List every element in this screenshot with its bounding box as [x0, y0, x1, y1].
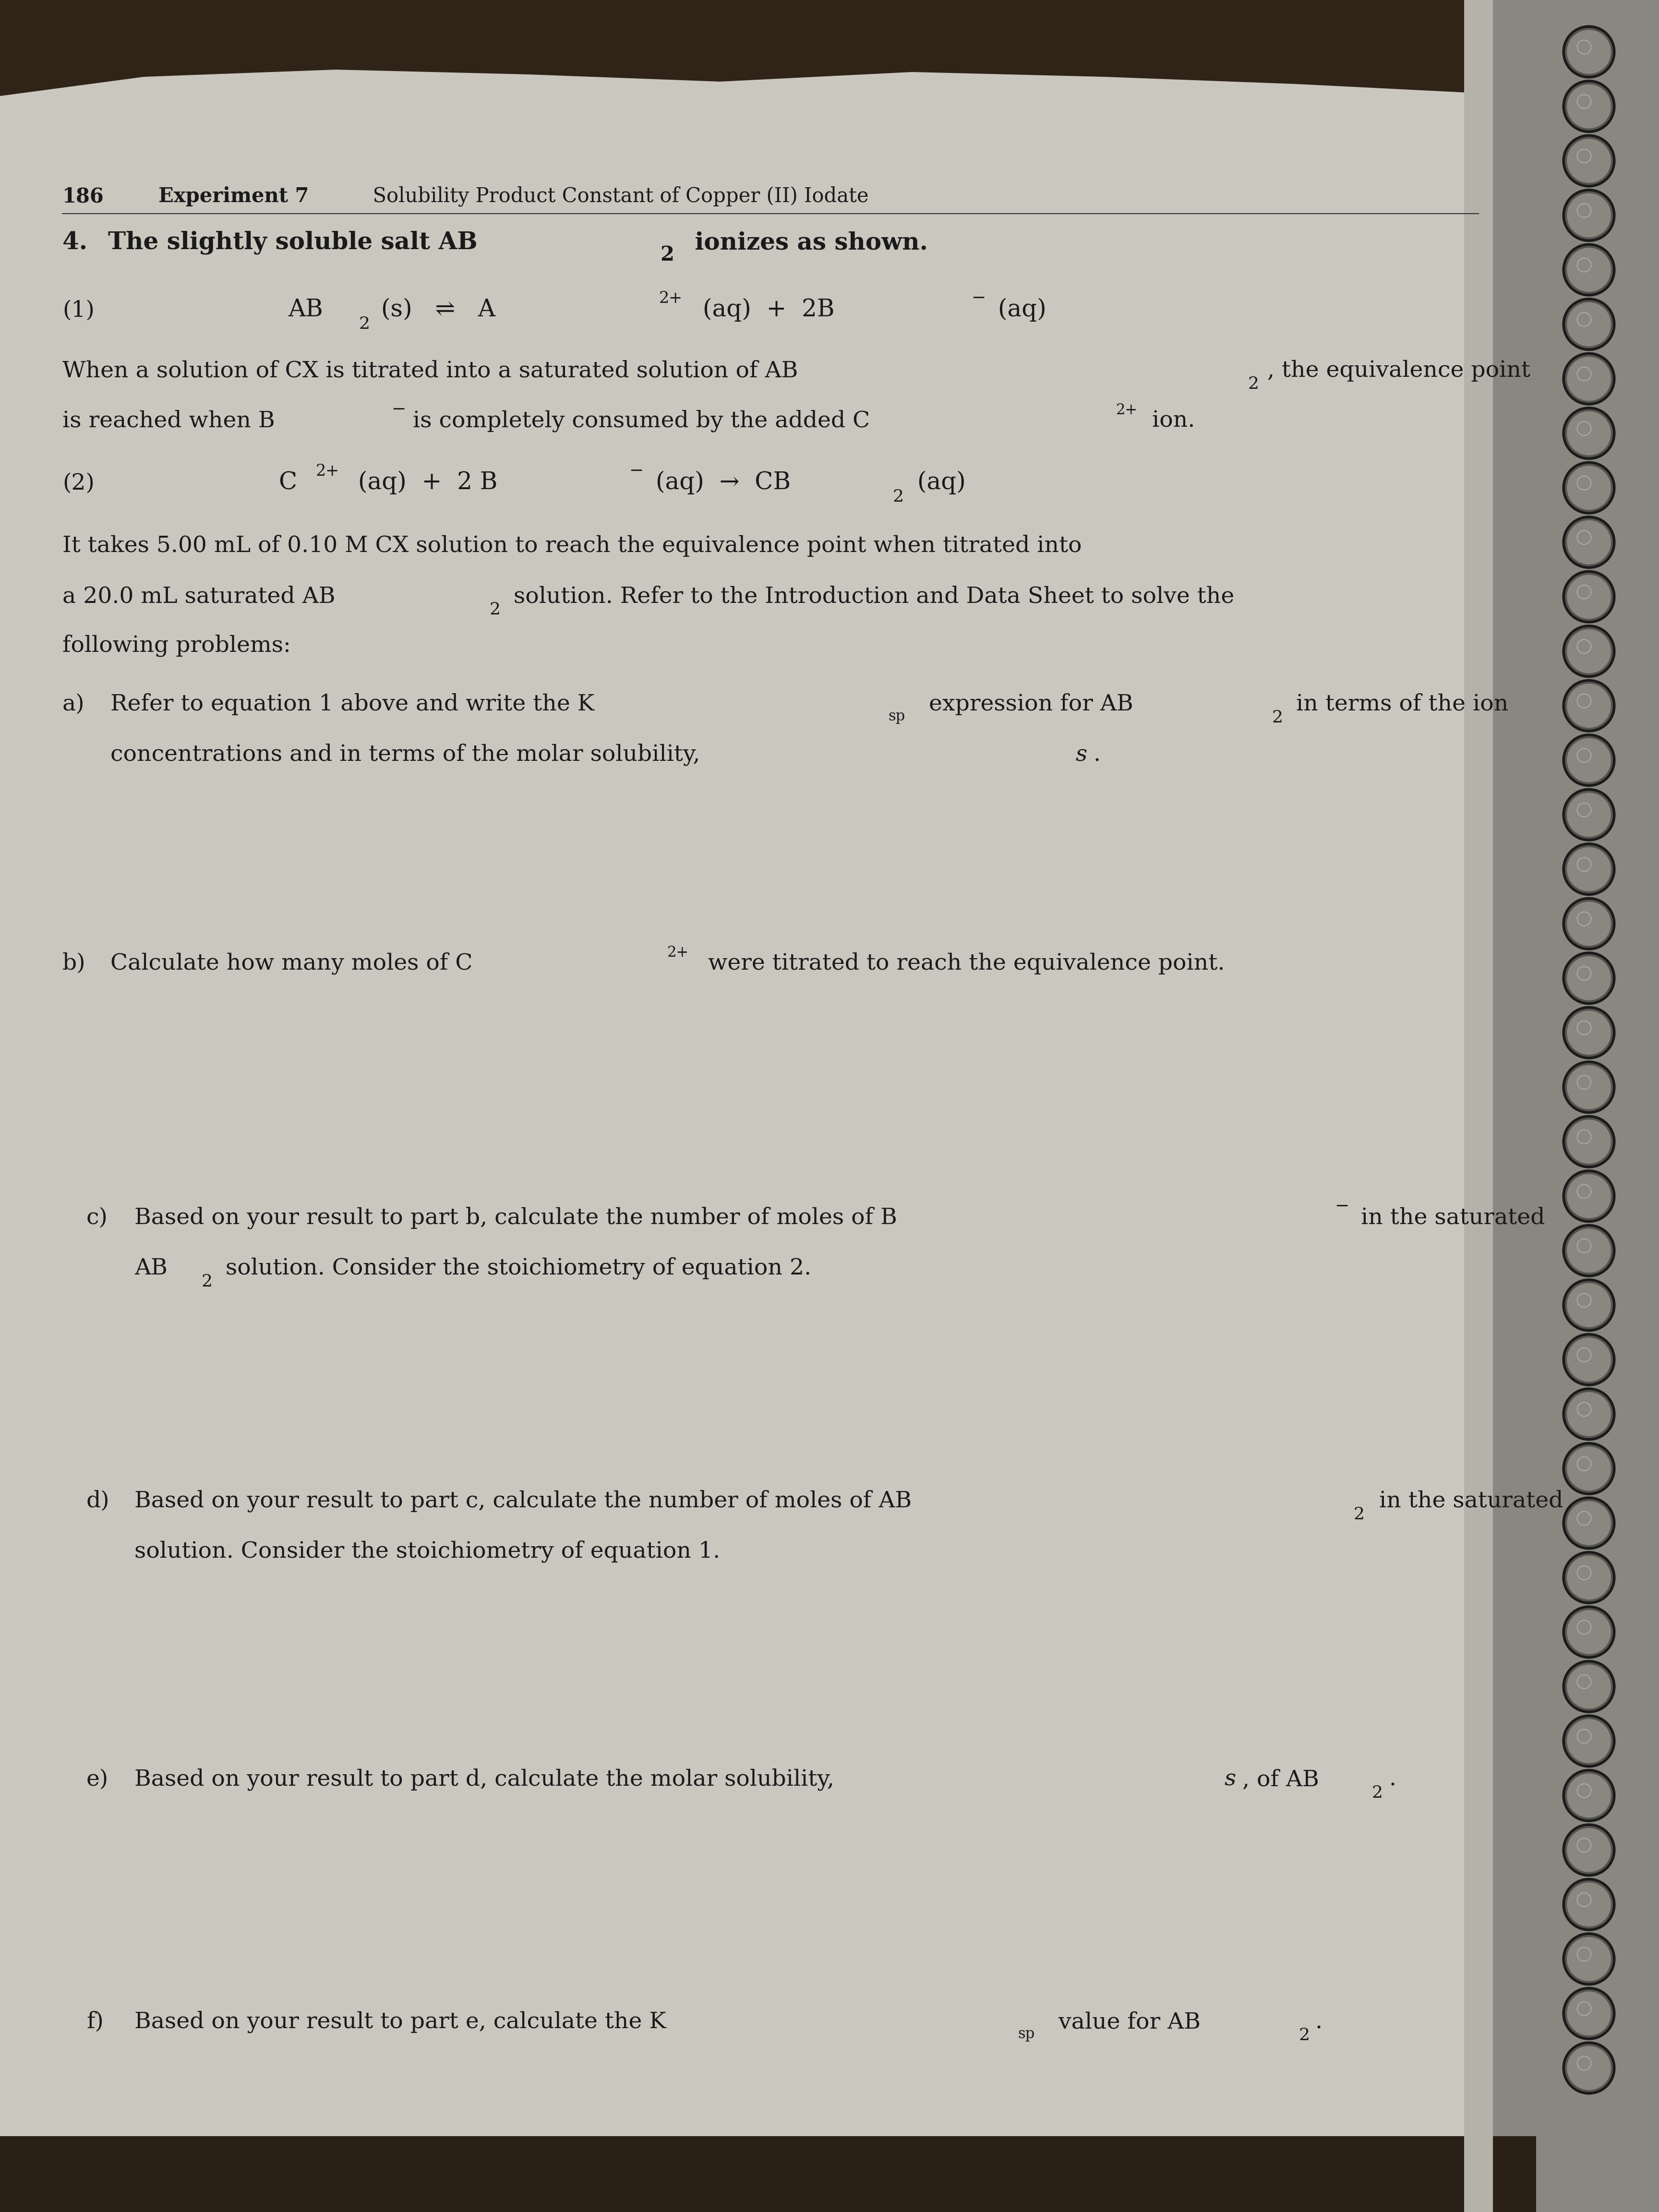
- Text: solution. Consider the stoichiometry of equation 2.: solution. Consider the stoichiometry of …: [219, 1256, 811, 1279]
- Bar: [1536, 0, 1659, 2212]
- Text: d): d): [86, 1491, 109, 1513]
- Text: 2: 2: [202, 1274, 212, 1290]
- Text: −: −: [392, 400, 406, 418]
- Text: in the saturated: in the saturated: [1354, 1208, 1545, 1230]
- Text: , of AB: , of AB: [1243, 1770, 1319, 1790]
- Text: Solubility Product Constant of Copper (II) Iodate: Solubility Product Constant of Copper (I…: [360, 186, 869, 206]
- Text: (aq)  +  2 B: (aq) + 2 B: [350, 471, 498, 495]
- Text: e): e): [86, 1770, 108, 1790]
- Text: −: −: [971, 290, 985, 305]
- Text: 2+: 2+: [315, 465, 340, 480]
- Text: C: C: [279, 471, 297, 495]
- Text: 186: 186: [63, 186, 105, 206]
- Text: 2: 2: [1354, 1506, 1365, 1522]
- Text: ionizes as shown.: ionizes as shown.: [687, 230, 927, 254]
- Polygon shape: [0, 69, 1488, 95]
- Text: Based on your result to part e, calculate the K: Based on your result to part e, calculat…: [134, 2011, 667, 2033]
- Text: (s)   ⇌   A: (s) ⇌ A: [373, 299, 496, 321]
- Text: Experiment 7: Experiment 7: [158, 186, 309, 206]
- Text: solution. Refer to the Introduction and Data Sheet to solve the: solution. Refer to the Introduction and …: [506, 586, 1234, 608]
- Text: Refer to equation 1 above and write the K: Refer to equation 1 above and write the …: [111, 692, 594, 714]
- Text: 2: 2: [1272, 710, 1282, 726]
- Text: concentrations and in terms of the molar solubility,: concentrations and in terms of the molar…: [111, 743, 707, 765]
- Text: AB: AB: [289, 299, 324, 321]
- Text: Calculate how many moles of C: Calculate how many moles of C: [111, 951, 473, 975]
- Text: were titrated to reach the equivalence point.: were titrated to reach the equivalence p…: [700, 953, 1224, 975]
- Text: following problems:: following problems:: [63, 635, 290, 657]
- Bar: [0, 2137, 1659, 2212]
- Text: AB: AB: [134, 1259, 168, 1279]
- Text: ion.: ion.: [1145, 409, 1194, 431]
- Text: sp: sp: [1017, 2026, 1035, 2042]
- Text: It takes 5.00 mL of 0.10 M CX solution to reach the equivalence point when titra: It takes 5.00 mL of 0.10 M CX solution t…: [63, 535, 1082, 557]
- Text: (aq)  +  2B: (aq) + 2B: [695, 299, 834, 321]
- Text: 2: 2: [358, 316, 370, 332]
- Text: solution. Consider the stoichiometry of equation 1.: solution. Consider the stoichiometry of …: [134, 1540, 720, 1562]
- Text: Based on your result to part d, calculate the molar solubility,: Based on your result to part d, calculat…: [134, 1767, 841, 1790]
- Text: s: s: [1224, 1770, 1236, 1790]
- Text: (aq): (aq): [990, 299, 1047, 321]
- Text: Based on your result to part c, calculate the number of moles of AB: Based on your result to part c, calculat…: [134, 1491, 912, 1513]
- Text: The slightly soluble salt AB: The slightly soluble salt AB: [108, 230, 478, 254]
- Text: .: .: [1389, 1770, 1395, 1790]
- Text: 2: 2: [1248, 376, 1259, 392]
- Text: b): b): [63, 953, 86, 975]
- Text: s: s: [1075, 743, 1087, 765]
- Text: f): f): [86, 2011, 103, 2033]
- Bar: [0, 0, 1659, 288]
- Text: a): a): [63, 695, 85, 714]
- Text: 2+: 2+: [659, 292, 682, 305]
- Text: (2): (2): [63, 473, 95, 495]
- Text: is completely consumed by the added C: is completely consumed by the added C: [406, 409, 869, 431]
- Text: c): c): [86, 1208, 108, 1230]
- Text: value for AB: value for AB: [1052, 2011, 1201, 2033]
- Text: 2: 2: [1372, 1785, 1384, 1801]
- Text: in the saturated: in the saturated: [1372, 1491, 1563, 1513]
- Text: in terms of the ion: in terms of the ion: [1289, 695, 1508, 714]
- Text: (1): (1): [63, 301, 95, 321]
- Text: (aq)  →  CB: (aq) → CB: [649, 471, 791, 495]
- Text: Based on your result to part b, calculate the number of moles of B: Based on your result to part b, calculat…: [134, 1206, 898, 1230]
- Text: .: .: [1316, 2011, 1322, 2033]
- Text: expression for AB: expression for AB: [922, 692, 1133, 714]
- Text: sp: sp: [888, 710, 906, 723]
- Text: 2: 2: [893, 489, 904, 504]
- Text: −: −: [629, 462, 644, 480]
- Text: −: −: [1334, 1199, 1349, 1214]
- Text: 4.: 4.: [63, 230, 88, 254]
- Text: 2+: 2+: [667, 945, 688, 960]
- Text: 2: 2: [489, 602, 501, 617]
- Text: .: .: [1093, 743, 1100, 765]
- Bar: [1465, 0, 1493, 2212]
- Text: 2+: 2+: [1117, 403, 1138, 418]
- Text: When a solution of CX is titrated into a saturated solution of AB: When a solution of CX is titrated into a…: [63, 361, 798, 383]
- Text: 2: 2: [660, 246, 674, 265]
- Text: , the equivalence point: , the equivalence point: [1267, 361, 1530, 383]
- Text: is reached when B: is reached when B: [63, 409, 275, 431]
- Text: a 20.0 mL saturated AB: a 20.0 mL saturated AB: [63, 586, 335, 608]
- Bar: [1488, 0, 1659, 2212]
- Text: 2: 2: [1299, 2026, 1309, 2044]
- Text: (aq): (aq): [909, 471, 966, 495]
